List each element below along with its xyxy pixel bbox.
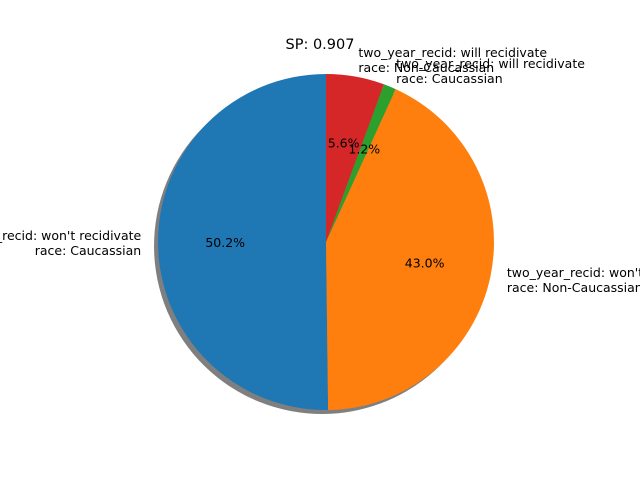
pie-slice-3 xyxy=(326,74,384,242)
slice-pct-label-0: 50.2% xyxy=(205,235,245,250)
slice-label-line: two_year_recid: will recidivate xyxy=(396,56,585,71)
slice-pct-label-1: 43.0% xyxy=(405,255,445,270)
slice-label-line: race: Non-Caucassian xyxy=(358,60,494,75)
slice-label-line: two_year_recid: won't recidivate xyxy=(507,265,640,280)
slice-label-line: two_year_recid: will recidivate xyxy=(358,45,547,60)
pie-slice-2 xyxy=(326,84,396,242)
slice-pct-label-3: 5.6% xyxy=(328,135,360,150)
slice-label-line: race: Caucassian xyxy=(35,243,141,258)
pie-slice-1 xyxy=(326,89,495,410)
slice-label-line: two_year_recid: won't recidivate xyxy=(0,228,141,243)
slice-pct-label-2: 1.2% xyxy=(348,141,380,156)
chart-title: SP: 0.907 xyxy=(286,37,355,53)
pie-slice-0 xyxy=(158,74,329,410)
pie-slices xyxy=(158,74,495,410)
slice-label-3: two_year_recid: will recidivate race: Non… xyxy=(358,45,547,75)
slice-label-2: two_year_recid: will recidivate race: Cau… xyxy=(396,56,585,86)
slice-label-line: race: Caucassian xyxy=(396,71,502,86)
slice-label-line: race: Non-Caucassian xyxy=(507,280,640,295)
